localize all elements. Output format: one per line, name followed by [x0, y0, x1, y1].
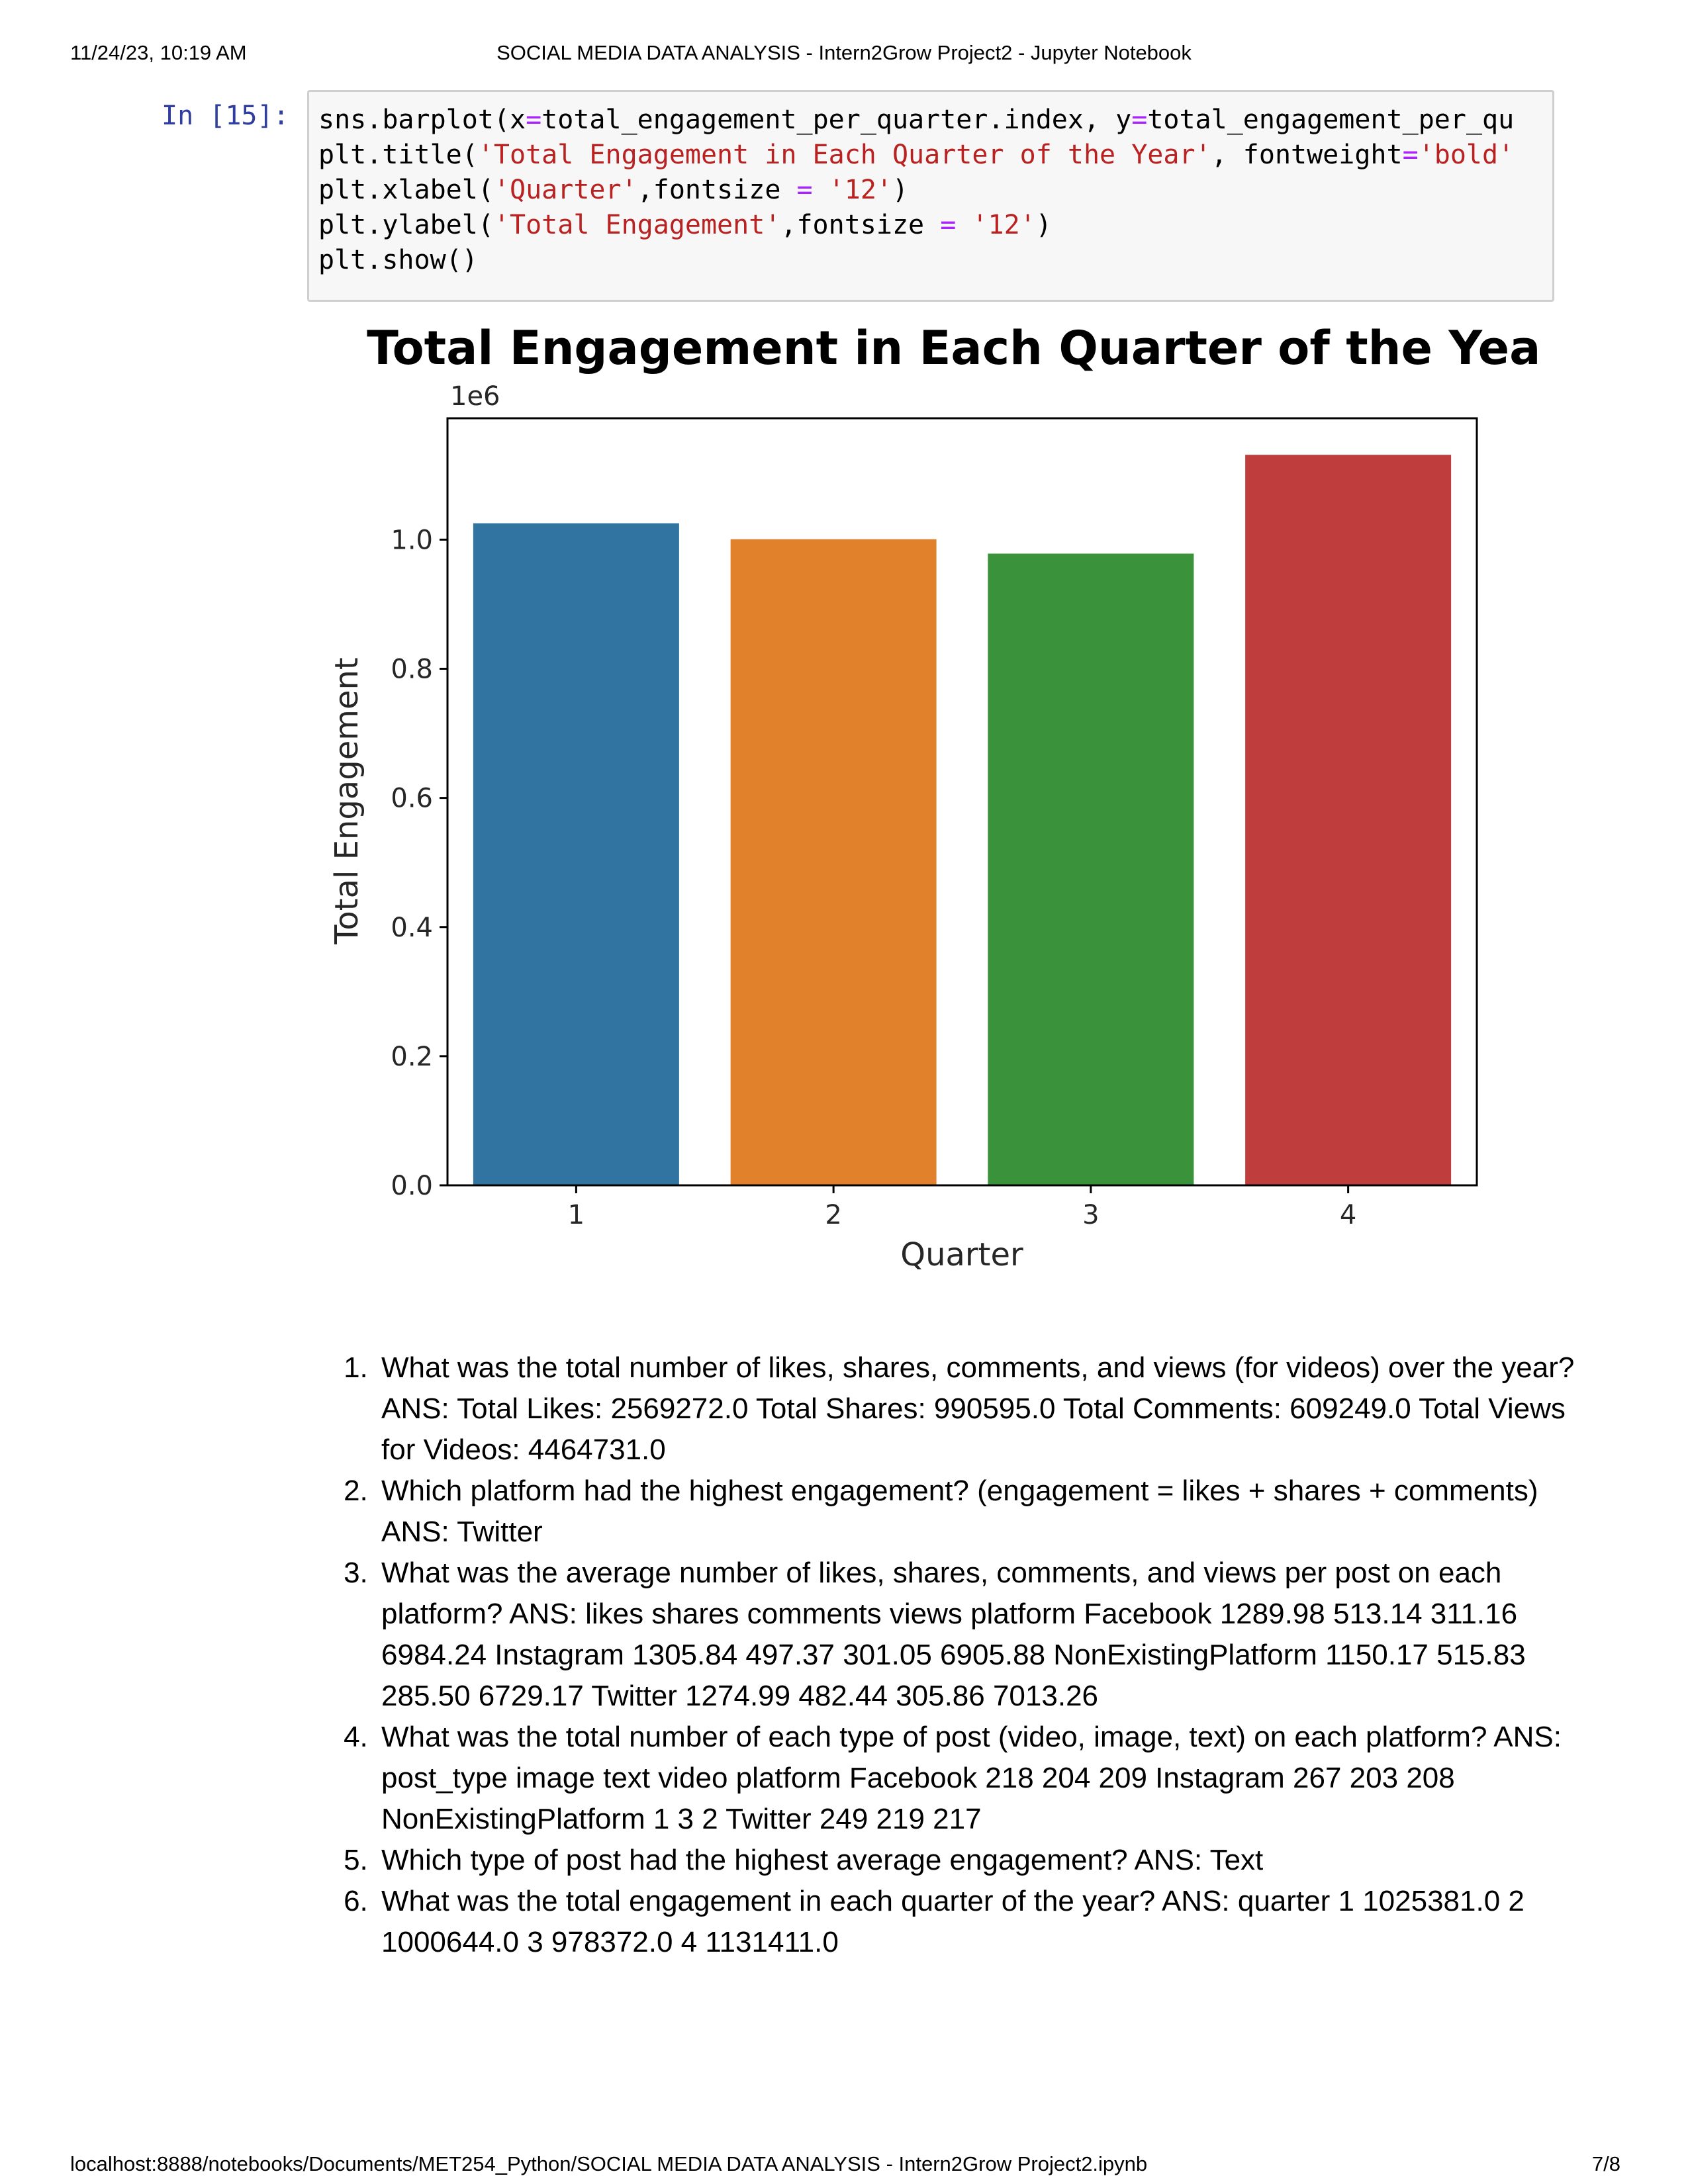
y-tick-label: 0.2 [391, 1042, 433, 1072]
print-url: localhost:8888/notebooks/Documents/MET25… [70, 2152, 1148, 2175]
cell-prompt: In [15]: [162, 101, 289, 131]
y-tick-label: 1.0 [391, 525, 433, 555]
print-datetime: 11/24/23, 10:19 AM [70, 41, 247, 64]
x-tick-label: 2 [825, 1200, 841, 1230]
code-line-5: plt.show() [318, 245, 478, 275]
bar-chart: Total Engagement in Each Quarter of the … [328, 321, 1542, 1273]
qa-item-4: What was the total number of each type o… [376, 1717, 1587, 1840]
y-tick-label: 0.0 [391, 1171, 433, 1201]
y-scale-label: 1e6 [450, 381, 500, 412]
print-page-title: SOCIAL MEDIA DATA ANALYSIS - Intern2Grow… [496, 41, 1192, 64]
code-line-2: plt.title('Total Engagement in Each Quar… [318, 140, 1515, 170]
chart-title: Total Engagement in Each Quarter of the … [367, 321, 1542, 375]
y-tick-label: 0.6 [391, 784, 433, 814]
qa-list: What was the total number of likes, shar… [342, 1347, 1587, 1963]
y-axis-label: Total Engagement [328, 657, 365, 945]
bar-q2 [730, 539, 937, 1185]
code-text[interactable]: sns.barplot(x=total_engagement_per_quart… [318, 103, 1514, 278]
x-tick-label: 1 [568, 1200, 585, 1230]
plot-frame [446, 417, 1478, 1187]
y-tick-label: 0.8 [391, 655, 433, 685]
qa-item-6: What was the total engagement in each qu… [376, 1881, 1587, 1963]
x-tick-label: 4 [1340, 1200, 1356, 1230]
qa-item-1: What was the total number of likes, shar… [376, 1347, 1587, 1471]
page-number: 7/8 [1591, 2152, 1620, 2175]
bar-q3 [988, 553, 1194, 1185]
bar-q4 [1245, 455, 1452, 1186]
qa-item-5: Which type of post had the highest avera… [376, 1840, 1587, 1881]
code-line-4: plt.ylabel('Total Engagement',fontsize =… [318, 210, 1052, 240]
code-line-3: plt.xlabel('Quarter',fontsize = '12') [318, 175, 909, 205]
bar-q1 [473, 523, 679, 1185]
qa-item-2: Which platform had the highest engagemen… [376, 1471, 1587, 1553]
x-tick-label: 3 [1082, 1200, 1099, 1230]
y-tick-label: 0.4 [391, 913, 433, 943]
qa-item-3: What was the average number of likes, sh… [376, 1553, 1587, 1717]
code-line-1: sns.barplot(x=total_engagement_per_quart… [318, 105, 1515, 135]
x-axis-label: Quarter [900, 1236, 1023, 1273]
code-cell[interactable]: sns.barplot(x=total_engagement_per_quart… [307, 90, 1554, 302]
